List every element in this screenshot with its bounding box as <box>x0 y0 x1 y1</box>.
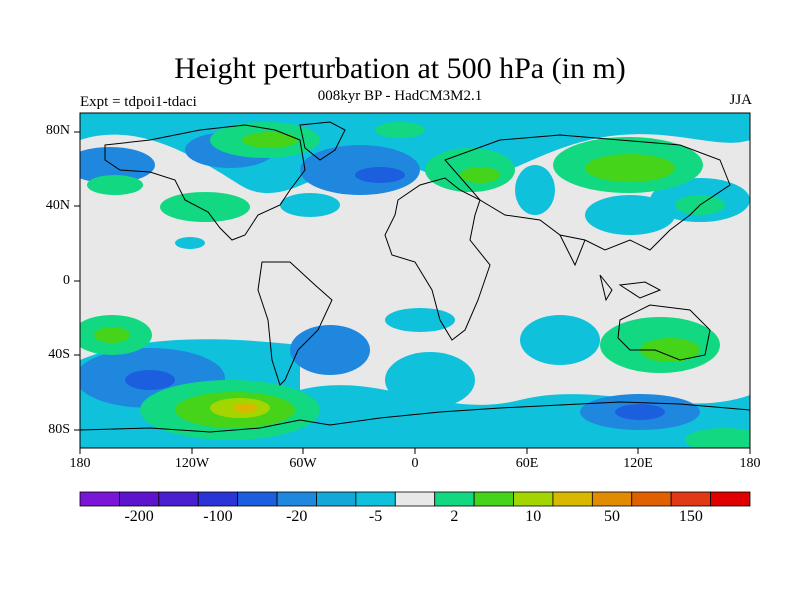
colorbar-swatch <box>473 491 514 507</box>
y-tick-label: 0 <box>63 273 70 288</box>
colorbar-swatch <box>631 491 672 507</box>
colorbar-swatch <box>670 491 711 507</box>
coastlines <box>80 121 750 433</box>
colorbar-swatch <box>79 491 120 507</box>
experiment-label: Expt = tdpoi1-tdaci <box>80 94 197 110</box>
colorbar-label: -100 <box>203 508 233 525</box>
colorbar-label: 50 <box>604 508 621 525</box>
colorbar-swatch <box>591 491 633 507</box>
colorbar-swatch <box>276 491 317 507</box>
x-tick-label: 0 <box>411 456 419 471</box>
season-label: JJA <box>729 92 752 108</box>
y-tick-label: 80N <box>45 123 70 138</box>
colorbar-label: 10 <box>525 508 542 525</box>
y-tick-label: 80S <box>48 422 70 437</box>
x-tick-label: 180 <box>739 456 761 471</box>
colorbar-label: 2 <box>450 508 459 525</box>
colorbar-swatch <box>434 491 475 507</box>
colorbar-swatch <box>710 491 751 507</box>
x-tick-label: 180 <box>69 456 91 471</box>
x-tick-label: 60E <box>515 456 539 471</box>
colorbar-label: -20 <box>286 508 308 525</box>
colorbar-swatch <box>237 491 278 507</box>
colorbar-swatch <box>316 491 357 507</box>
colorbar-swatch <box>513 491 554 507</box>
colorbar-label: -200 <box>124 508 154 525</box>
plot-subtitle: 008kyr BP - HadCM3M2.1 <box>317 88 483 104</box>
colorbar-label: -5 <box>368 508 383 525</box>
colorbar-swatch <box>158 491 199 507</box>
x-tick-label: 120W <box>174 456 210 471</box>
colorbar-label: 150 <box>678 508 703 525</box>
colorbar <box>79 491 751 507</box>
colorbar-swatch <box>394 491 436 507</box>
colorbar-swatch <box>197 491 239 507</box>
y-tick-label: 40N <box>45 198 70 213</box>
field-contours <box>80 113 750 448</box>
plot-title: Height perturbation at 500 hPa (in m) <box>174 52 626 85</box>
x-tick-label: 60W <box>289 456 317 471</box>
colorbar-swatch <box>552 491 593 507</box>
colorbar-swatch <box>119 491 160 507</box>
colorbar-swatch <box>355 491 396 507</box>
y-tick-label: 40S <box>48 347 70 362</box>
axis-ticks <box>74 131 751 454</box>
x-tick-label: 120E <box>623 456 653 471</box>
